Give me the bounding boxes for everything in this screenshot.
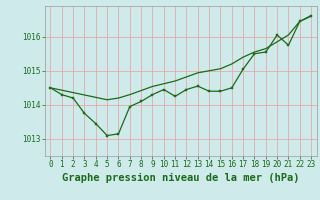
X-axis label: Graphe pression niveau de la mer (hPa): Graphe pression niveau de la mer (hPa) [62,173,300,183]
